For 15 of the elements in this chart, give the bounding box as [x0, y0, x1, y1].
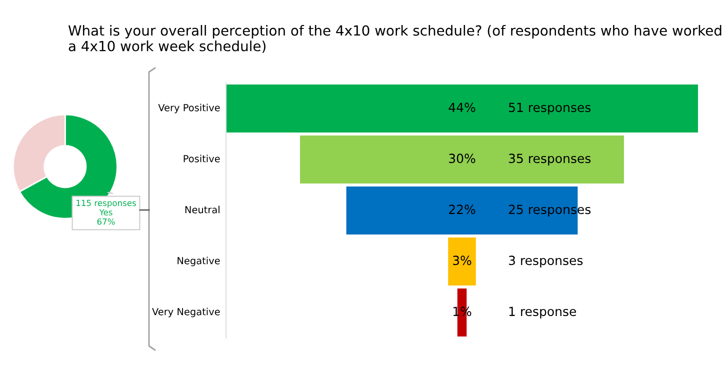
category-label: Negative	[178, 256, 220, 266]
text: 3%	[453, 256, 472, 266]
data-label: 3 responses	[508, 256, 583, 268]
data-label: 115 responses Yes 67%	[76, 200, 136, 225]
data-label: 35 responses	[508, 154, 591, 166]
text: 44%	[448, 102, 476, 112]
category-label: Very Negative	[152, 308, 220, 318]
data-label: 1 response	[509, 306, 576, 319]
category-label: Positive	[184, 154, 220, 162]
category-label: Neutral	[185, 206, 220, 214]
data-label: 51 responses	[508, 102, 591, 115]
text: What is your overall perception of the 4x10 work schedule? (of respondents who have worked a 4x10 work week schedule)	[68, 25, 722, 53]
category-label: Very Positive	[158, 104, 220, 114]
text: 30%	[449, 154, 476, 164]
text: 22%	[449, 204, 476, 214]
